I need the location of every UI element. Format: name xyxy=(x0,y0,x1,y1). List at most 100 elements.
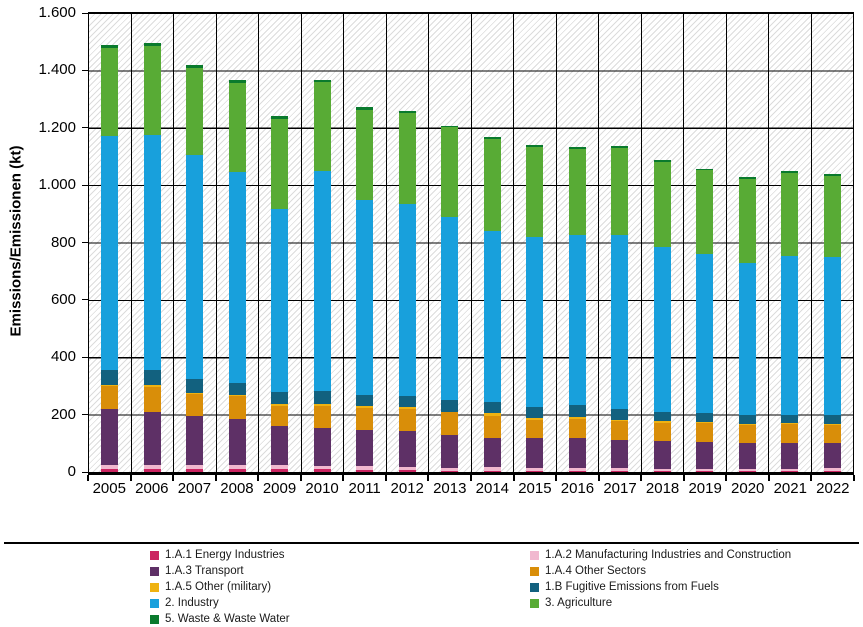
bar-segment xyxy=(228,396,246,419)
bar-segment xyxy=(186,67,204,156)
chart-column xyxy=(217,13,259,472)
bar-segment xyxy=(696,168,714,171)
bar-segment xyxy=(313,406,331,428)
x-tick-label: 2011 xyxy=(348,480,381,497)
legend-swatch xyxy=(150,582,159,592)
bar-segment xyxy=(186,393,204,417)
bar-segment xyxy=(696,254,714,414)
stacked-bar-2010 xyxy=(313,79,331,472)
y-tick-mark xyxy=(82,242,88,243)
bar-segment xyxy=(313,427,331,466)
bar-segment xyxy=(228,172,246,384)
bar-segment xyxy=(653,470,671,472)
stacked-bar-2015 xyxy=(526,145,544,472)
x-tick-mark xyxy=(257,475,259,481)
bar-segment xyxy=(271,404,289,406)
bar-segment xyxy=(101,136,119,370)
bar-segment xyxy=(823,174,841,177)
bar-segment xyxy=(738,177,756,179)
y-tick-label: 400 xyxy=(50,348,76,366)
stacked-bar-2019 xyxy=(696,168,714,472)
legend-item: 1.A.1 Energy Industries xyxy=(150,547,290,563)
bar-segment xyxy=(653,161,671,248)
bar-segment xyxy=(143,468,161,472)
bar-segment xyxy=(398,203,416,396)
x-tick-label: 2017 xyxy=(603,480,637,497)
bar-segment xyxy=(653,421,671,423)
stacked-bar-2006 xyxy=(143,42,161,472)
bar-segment xyxy=(738,442,756,469)
bar-segment xyxy=(823,470,841,472)
bar-segment xyxy=(441,411,459,413)
bar-segment xyxy=(781,422,799,424)
bar-segment xyxy=(228,83,246,173)
bar-segment xyxy=(738,424,756,443)
legend-label: 2. Industry xyxy=(165,597,219,609)
bar-segment xyxy=(568,418,586,438)
bar-segment xyxy=(101,384,119,386)
chart-column xyxy=(429,13,472,472)
bar-segment xyxy=(228,394,246,397)
bar-segment xyxy=(143,45,161,135)
bar-segment xyxy=(653,468,671,471)
bar-segment xyxy=(823,414,841,425)
bar-segment xyxy=(653,441,671,469)
stacked-bar-2007 xyxy=(186,64,204,472)
chart-column xyxy=(259,13,302,472)
bar-segment xyxy=(356,405,374,408)
stacked-bar-2011 xyxy=(356,107,374,472)
x-tick-mark xyxy=(385,475,387,481)
legend-swatch xyxy=(530,598,539,608)
legend-item: 1.A.3 Transport xyxy=(150,563,290,579)
chart-column xyxy=(472,13,514,472)
bar-segment xyxy=(101,44,119,48)
legend-column-right: 1.A.2 Manufacturing Industries and Const… xyxy=(530,547,791,611)
x-tick-label: 2014 xyxy=(475,480,510,497)
y-tick-label: 0 xyxy=(67,463,76,480)
bar-segment xyxy=(271,469,289,472)
y-tick-label: 600 xyxy=(50,290,76,308)
x-tick-mark xyxy=(598,475,600,481)
bar-segment xyxy=(271,426,289,466)
bar-segment xyxy=(823,425,841,444)
bar-segment xyxy=(441,435,459,468)
bar-segment xyxy=(271,119,289,209)
bar-segment xyxy=(398,431,416,467)
bar-segment xyxy=(823,256,841,415)
bar-segment xyxy=(441,467,459,471)
chart-column xyxy=(132,13,174,472)
bar-segment xyxy=(186,379,204,393)
bar-segment xyxy=(101,465,119,469)
bar-segment xyxy=(611,419,629,422)
bar-segment xyxy=(611,421,629,440)
x-tick-mark xyxy=(555,475,557,481)
bar-segment xyxy=(696,470,714,472)
bar-segment xyxy=(441,412,459,436)
bar-segment xyxy=(526,407,544,418)
chart-column xyxy=(684,13,727,472)
bar-segment xyxy=(143,465,161,469)
bar-segment xyxy=(696,423,714,442)
bar-segment xyxy=(781,442,799,469)
legend-label: 3. Agriculture xyxy=(545,597,613,609)
x-tick-label: 2016 xyxy=(560,480,595,497)
bar-segment xyxy=(398,409,416,432)
y-tick-label: 1.400 xyxy=(38,61,76,79)
legend-item: 2. Industry xyxy=(150,595,290,611)
bar-segment xyxy=(271,405,289,427)
stacked-bar-2008 xyxy=(228,80,246,472)
stacked-bar-2017 xyxy=(611,146,629,472)
bar-segment xyxy=(101,408,119,466)
bar-segment xyxy=(271,116,289,120)
bar-segment xyxy=(823,468,841,471)
legend-label: 1.A.3 Transport xyxy=(165,565,244,577)
chart-column xyxy=(642,13,684,472)
y-tick-label: 800 xyxy=(50,233,76,251)
x-tick-mark xyxy=(853,475,855,481)
bar-segment xyxy=(143,370,161,386)
x-tick-mark xyxy=(513,475,515,481)
bar-segment xyxy=(356,199,374,395)
bar-segment xyxy=(186,64,204,68)
bar-segment xyxy=(696,468,714,471)
bar-segment xyxy=(398,395,416,408)
